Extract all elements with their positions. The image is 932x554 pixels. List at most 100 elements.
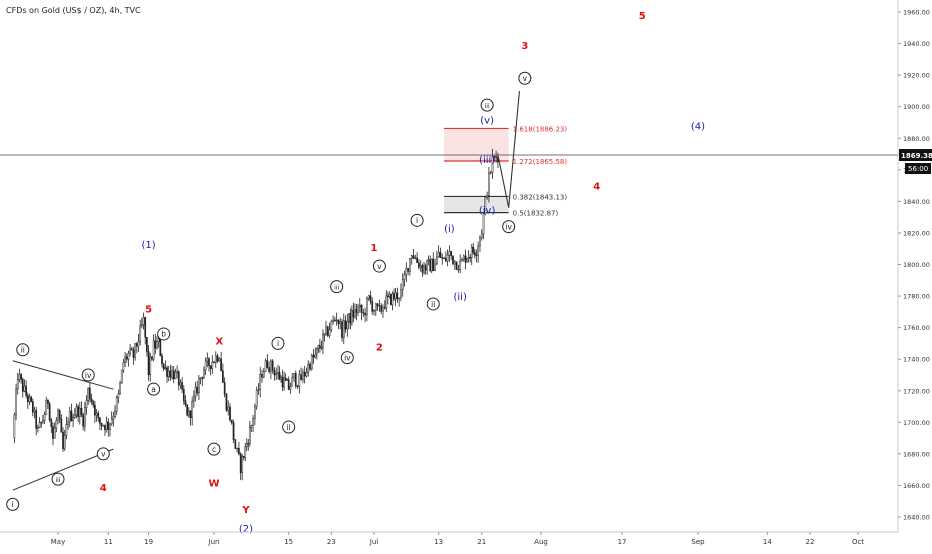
candle-body	[351, 310, 353, 324]
candle-body	[82, 414, 85, 427]
y-tick-label: 1640.00	[903, 514, 930, 522]
candle-body	[248, 427, 251, 445]
wave-label-circle	[410, 213, 424, 227]
candle-body	[184, 400, 187, 405]
candle-body	[35, 410, 38, 429]
y-tick-label: 1660.00	[903, 482, 930, 490]
candle-body	[489, 172, 492, 174]
bar-timer-label: 56:00	[908, 165, 928, 173]
candle-body	[270, 360, 272, 372]
x-tick-label: 14	[763, 538, 772, 546]
y-tick-label: 1880.00	[903, 135, 930, 143]
candle-body	[20, 374, 22, 380]
candle-body	[472, 246, 475, 253]
candle-body	[154, 340, 157, 349]
candle-body	[414, 257, 417, 259]
candle-body	[277, 371, 279, 374]
fib-level-label: 1.272(1865.58)	[513, 158, 568, 166]
candle-body	[220, 358, 222, 371]
wave-label: iv	[344, 353, 351, 362]
candle-body	[169, 370, 172, 378]
candle-body	[355, 309, 358, 313]
x-tick-label: Oct	[852, 538, 864, 546]
candle-body	[48, 403, 51, 421]
candle-body	[90, 398, 93, 402]
candle-body	[179, 382, 182, 386]
candle-body	[135, 343, 138, 347]
candle-body	[203, 369, 205, 379]
candle-body	[316, 348, 318, 355]
x-tick-label: 23	[327, 538, 336, 546]
candle-body	[450, 251, 453, 257]
candle-body	[132, 349, 135, 358]
candle-body	[194, 386, 197, 397]
wave-label-circle	[518, 71, 532, 85]
candle-body	[181, 382, 183, 390]
y-tick-label: 1960.00	[903, 9, 930, 17]
x-tick-label: 15	[284, 538, 293, 546]
candle-body	[403, 274, 406, 280]
candle-body	[264, 360, 267, 372]
candle-body	[218, 358, 221, 362]
fib-level-label: 0.5(1832.87)	[513, 210, 559, 218]
candle-body	[383, 307, 386, 309]
candle-body	[167, 370, 170, 377]
candle-body	[421, 265, 424, 273]
candle-body	[273, 370, 276, 376]
wave-label-circle	[372, 259, 386, 273]
candle-body	[234, 439, 237, 449]
candle-body	[244, 446, 247, 458]
candle-body	[206, 358, 209, 362]
candle-body	[18, 374, 21, 380]
candle-body	[134, 343, 137, 358]
candle-body	[13, 414, 16, 439]
candle-body	[137, 341, 140, 347]
y-tick-label: 1700.00	[903, 419, 930, 427]
candle-body	[229, 406, 231, 421]
x-tick-label: 21	[477, 538, 486, 546]
candle-body	[400, 289, 402, 299]
candle-body	[204, 360, 207, 371]
candle-body	[293, 373, 295, 378]
candle-body	[434, 263, 436, 272]
candle-body	[371, 300, 374, 312]
wave-label-circle	[96, 447, 110, 461]
candle-body	[423, 265, 425, 273]
x-tick-label: Jul	[369, 538, 379, 546]
candle-body	[335, 319, 338, 322]
candle-body	[486, 194, 488, 198]
candle-body	[298, 374, 301, 387]
candle-body	[317, 345, 320, 349]
candle-body	[73, 414, 76, 418]
candle-body	[394, 292, 397, 300]
candle-body	[291, 376, 294, 387]
candle-body	[352, 310, 355, 318]
candle-body	[193, 395, 195, 402]
candle-body	[378, 305, 381, 307]
candle-body	[187, 410, 190, 416]
candle-body	[239, 453, 242, 473]
candle-body	[211, 361, 214, 369]
candle-body	[281, 376, 284, 388]
candle-body	[241, 456, 244, 473]
x-tick-label: 17	[618, 538, 627, 546]
wave-label: X	[215, 336, 223, 347]
candle-body	[437, 252, 440, 258]
candle-body	[455, 261, 458, 270]
candle-body	[186, 404, 189, 416]
candle-body	[127, 352, 130, 360]
candle-body	[367, 295, 370, 299]
candle-body	[161, 355, 163, 365]
candle-body	[446, 254, 449, 262]
candle-body	[58, 410, 61, 420]
candle-body	[426, 260, 428, 271]
candle-body	[418, 262, 420, 268]
candle-body	[159, 338, 162, 356]
candle-body	[289, 386, 292, 390]
candle-body	[117, 393, 120, 399]
wave-label: iv	[85, 371, 92, 380]
candle-body	[209, 365, 212, 369]
candle-body	[112, 416, 115, 420]
